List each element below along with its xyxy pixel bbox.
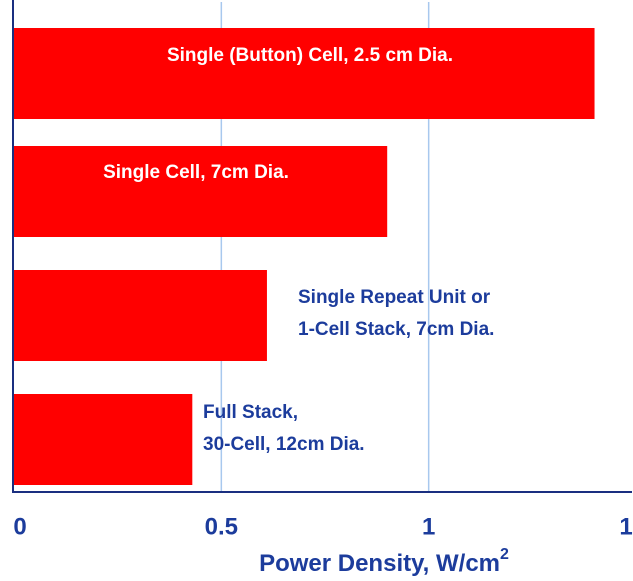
bar-label: Single Repeat Unit or xyxy=(298,287,491,308)
bar-label: Single (Button) Cell, 2.5 cm Dia. xyxy=(167,45,453,66)
x-tick-label: 0 xyxy=(13,513,26,540)
x-tick-label: 1.5 xyxy=(619,513,633,540)
bar-label: Full Stack, xyxy=(203,402,298,423)
bar-label: 1-Cell Stack, 7cm Dia. xyxy=(298,319,494,340)
x-axis-label-sup: 2 xyxy=(500,546,509,563)
bar xyxy=(14,394,193,485)
x-axis-label: Power Density, W/cm2 xyxy=(259,546,509,577)
bar xyxy=(14,270,267,361)
bar-label: 30-Cell, 12cm Dia. xyxy=(203,434,365,455)
plot-frame xyxy=(12,0,632,493)
bar xyxy=(14,146,388,237)
x-tick-label: 1 xyxy=(422,513,435,540)
bar-label: Single Cell, 7cm Dia. xyxy=(103,162,289,183)
bar xyxy=(14,28,595,119)
x-tick-label: 0.5 xyxy=(205,513,238,540)
x-axis-label-text: Power Density, W/cm xyxy=(259,550,500,577)
